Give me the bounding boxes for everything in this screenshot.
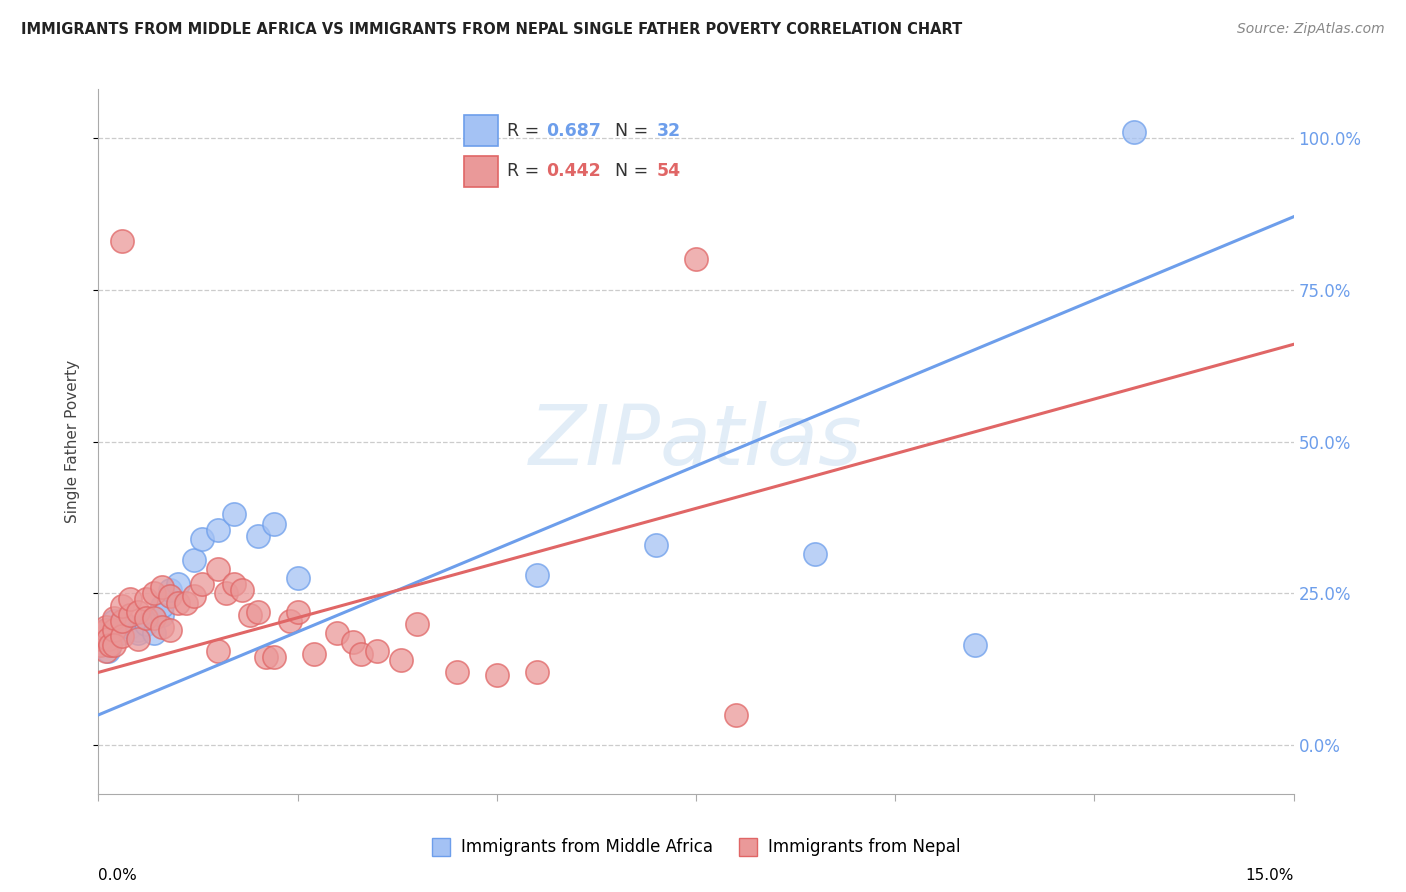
Point <box>174 595 197 609</box>
Point <box>103 626 125 640</box>
Point <box>191 532 214 546</box>
Legend: Immigrants from Middle Africa, Immigrants from Nepal: Immigrants from Middle Africa, Immigrant… <box>425 831 967 863</box>
Point <box>159 590 181 604</box>
Point <box>150 580 173 594</box>
Point <box>167 595 190 609</box>
Point <box>389 653 412 667</box>
Point <box>215 586 238 600</box>
Point <box>103 620 125 634</box>
Point <box>135 616 157 631</box>
Point <box>96 623 118 637</box>
Point <box>89 638 111 652</box>
Point <box>287 605 309 619</box>
Point <box>90 638 112 652</box>
Point <box>111 629 134 643</box>
Point <box>278 614 301 628</box>
Point <box>222 577 245 591</box>
Point <box>485 668 508 682</box>
Y-axis label: Single Father Poverty: Single Father Poverty <box>65 360 80 523</box>
Point <box>103 623 125 637</box>
Point <box>98 632 122 646</box>
Point <box>526 568 548 582</box>
Point <box>302 647 325 661</box>
Point <box>91 626 114 640</box>
Point <box>350 647 373 661</box>
Point <box>111 234 134 248</box>
Point <box>207 644 229 658</box>
Point <box>120 592 142 607</box>
Point <box>96 629 118 643</box>
Point <box>685 252 707 267</box>
Point <box>97 632 120 646</box>
Point <box>406 616 429 631</box>
Point <box>804 547 827 561</box>
Point <box>103 638 125 652</box>
Point <box>159 623 181 637</box>
Point <box>207 562 229 576</box>
Text: IMMIGRANTS FROM MIDDLE AFRICA VS IMMIGRANTS FROM NEPAL SINGLE FATHER POVERTY COR: IMMIGRANTS FROM MIDDLE AFRICA VS IMMIGRA… <box>21 22 962 37</box>
Point <box>263 650 285 665</box>
Point <box>143 626 166 640</box>
Point <box>90 632 112 646</box>
Point <box>150 607 173 622</box>
Point <box>96 623 118 637</box>
Point <box>167 577 190 591</box>
Text: 15.0%: 15.0% <box>1246 868 1294 883</box>
Point <box>103 614 125 628</box>
Point <box>645 538 668 552</box>
Point <box>97 644 120 658</box>
Point <box>239 607 262 622</box>
Point <box>127 605 149 619</box>
Point <box>98 638 122 652</box>
Point <box>96 644 118 658</box>
Point <box>127 626 149 640</box>
Point <box>342 635 364 649</box>
Point <box>254 650 277 665</box>
Text: ZIPatlas: ZIPatlas <box>529 401 863 482</box>
Point <box>263 516 285 531</box>
Point <box>103 611 125 625</box>
Point <box>96 620 118 634</box>
Point <box>183 553 205 567</box>
Point <box>143 611 166 625</box>
Point <box>207 523 229 537</box>
Point <box>150 620 173 634</box>
Point <box>135 611 157 625</box>
Point <box>111 599 134 613</box>
Point <box>526 665 548 680</box>
Text: Source: ZipAtlas.com: Source: ZipAtlas.com <box>1237 22 1385 37</box>
Point <box>222 508 245 522</box>
Point <box>183 590 205 604</box>
Text: 0.0%: 0.0% <box>98 868 138 883</box>
Point <box>231 583 253 598</box>
Point <box>111 626 134 640</box>
Point <box>446 665 468 680</box>
Point <box>246 605 269 619</box>
Point <box>191 577 214 591</box>
Point <box>159 583 181 598</box>
Point <box>326 626 349 640</box>
Point <box>120 620 142 634</box>
Point <box>135 592 157 607</box>
Point <box>724 707 747 722</box>
Point <box>150 599 173 613</box>
Point <box>111 616 134 631</box>
Point <box>246 529 269 543</box>
Point <box>91 632 114 646</box>
Point <box>1123 125 1146 139</box>
Point <box>366 644 388 658</box>
Point <box>111 614 134 628</box>
Point <box>287 571 309 585</box>
Point <box>143 586 166 600</box>
Point <box>120 607 142 622</box>
Point <box>127 623 149 637</box>
Point <box>963 638 986 652</box>
Point <box>127 632 149 646</box>
